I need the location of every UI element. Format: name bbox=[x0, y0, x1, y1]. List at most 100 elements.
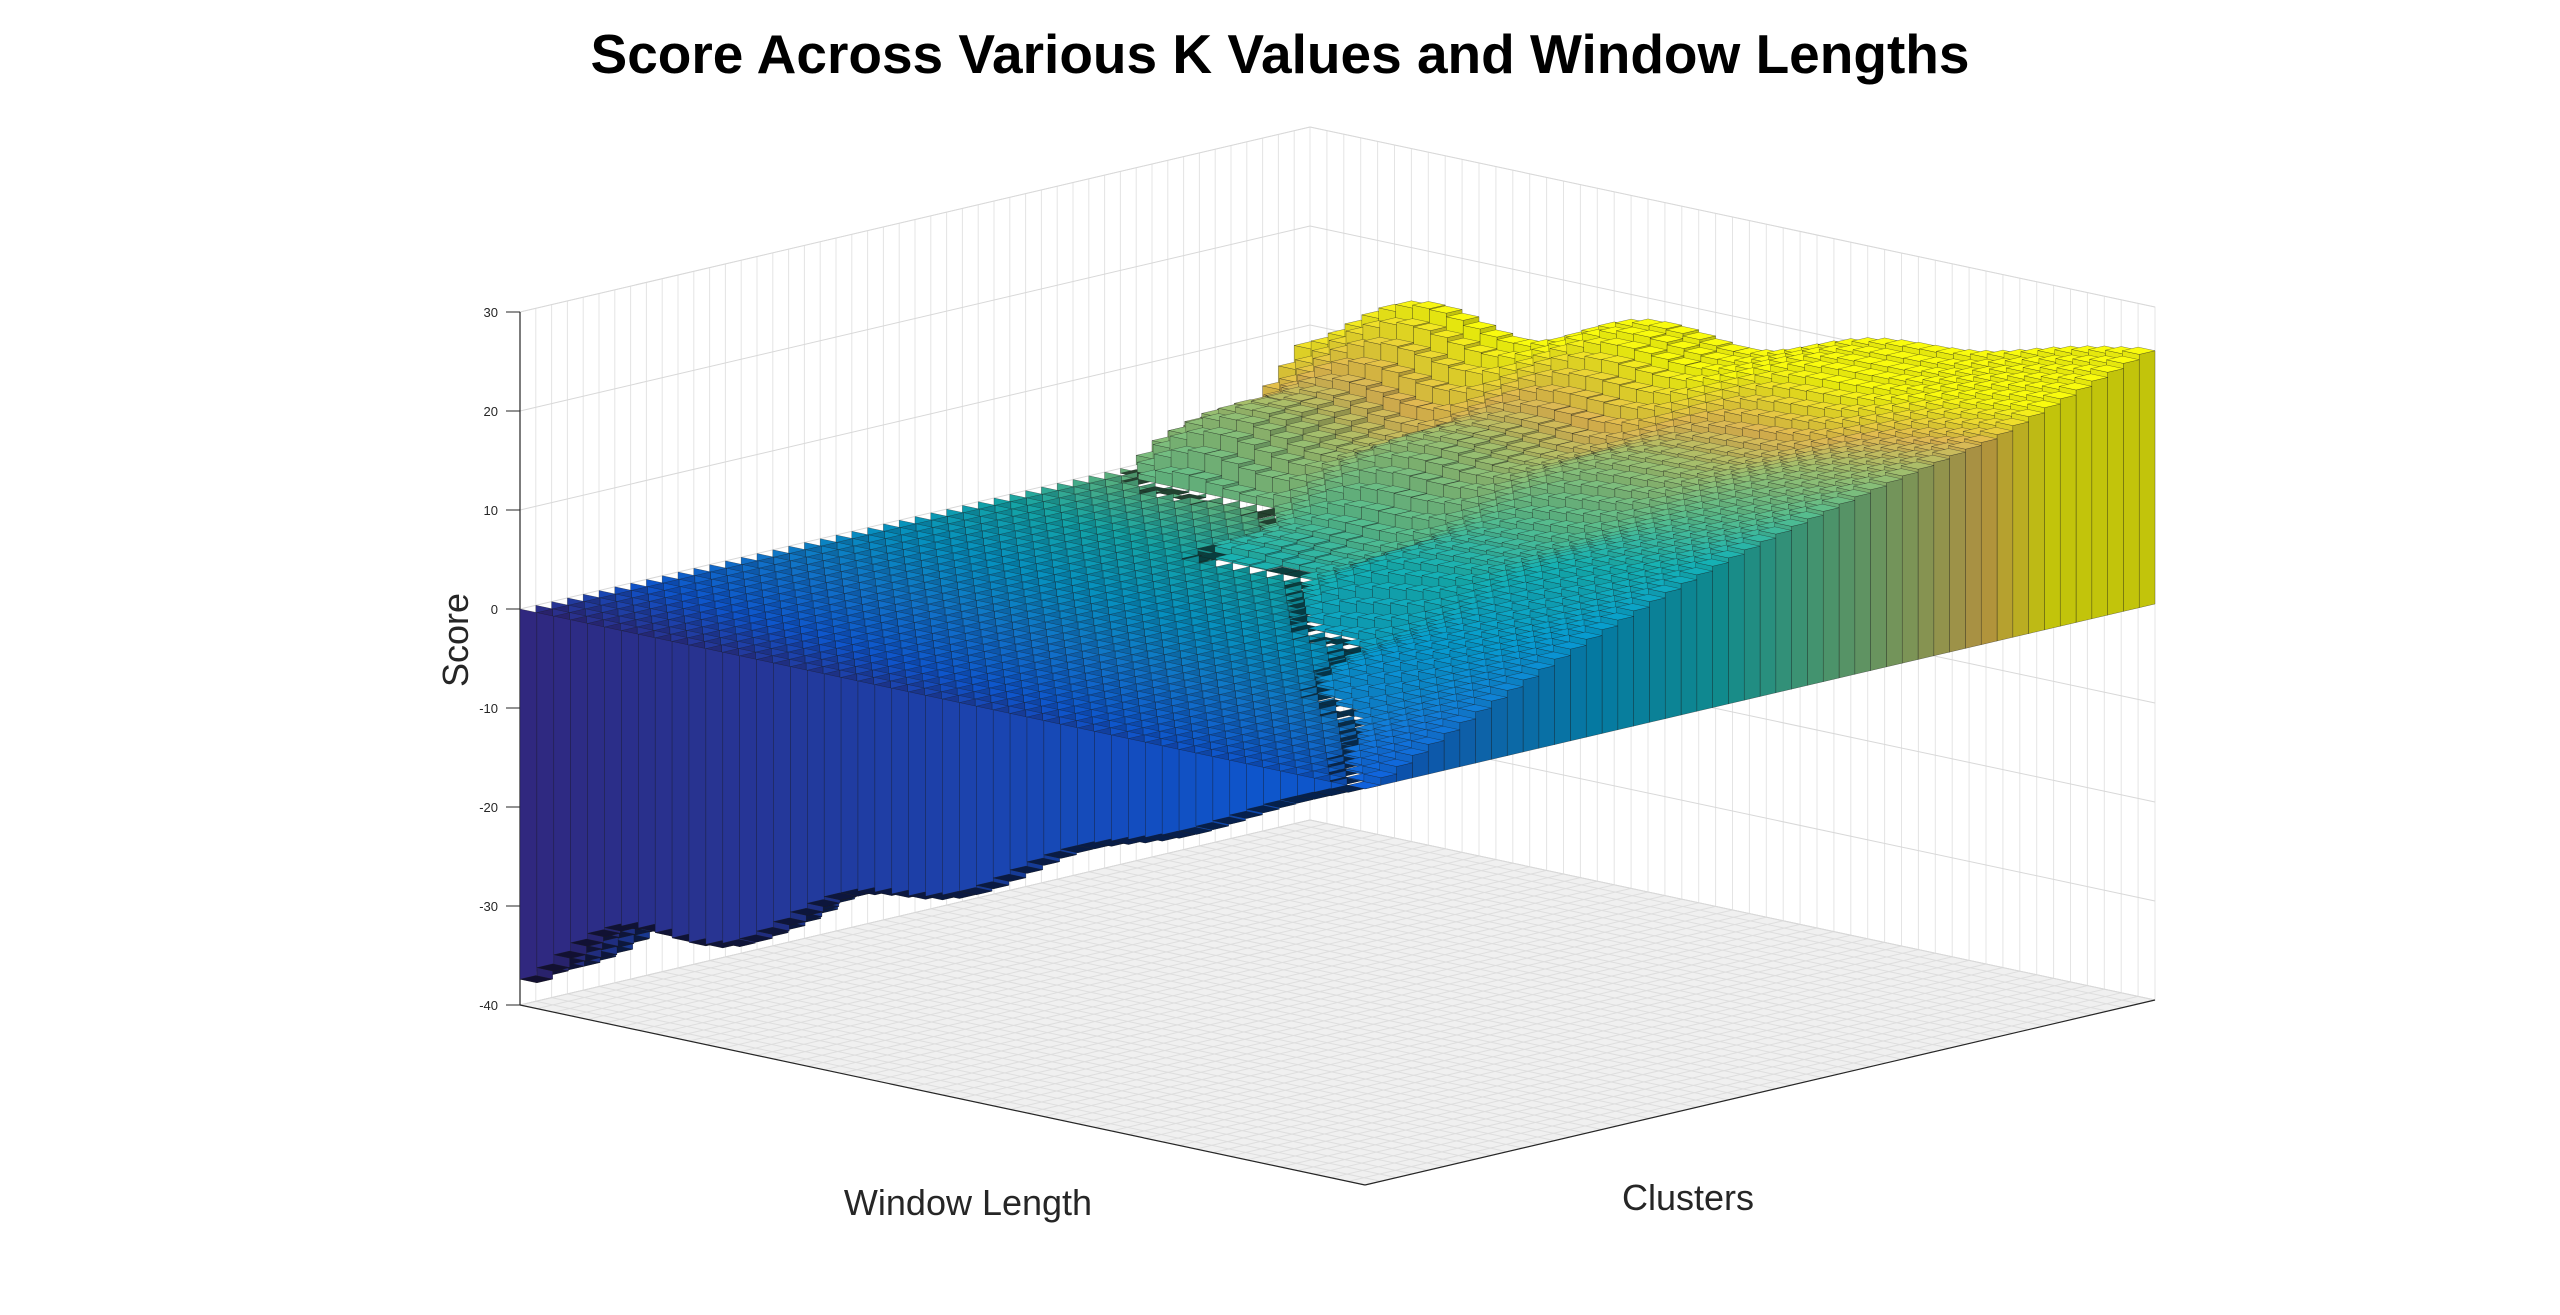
bar bbox=[1236, 415, 1270, 424]
grid-line bbox=[519, 225, 1311, 412]
grid-line bbox=[1246, 834, 2092, 1016]
bar bbox=[1334, 413, 1368, 422]
bar bbox=[1221, 456, 1255, 465]
grid-line bbox=[993, 893, 1840, 1075]
bar bbox=[1381, 365, 1415, 374]
bar bbox=[1316, 387, 1350, 396]
bar bbox=[1205, 478, 1239, 486]
bar bbox=[1649, 321, 1682, 330]
bar bbox=[1204, 449, 1238, 458]
grid-line bbox=[946, 904, 1792, 1086]
bar bbox=[1156, 488, 1190, 497]
bar bbox=[1304, 446, 1337, 455]
z-tick-label: -10 bbox=[479, 701, 498, 716]
grid-line bbox=[1309, 126, 2156, 308]
grid-line bbox=[1041, 882, 1887, 1064]
z-tick-label: -30 bbox=[479, 899, 498, 914]
bar bbox=[1480, 329, 1513, 338]
bar bbox=[1365, 359, 1398, 368]
grid-line bbox=[1120, 863, 1966, 1045]
bar-face bbox=[604, 626, 622, 932]
bar bbox=[1286, 421, 1319, 429]
bar bbox=[1238, 463, 1272, 472]
bar bbox=[1332, 374, 1366, 383]
grid-line bbox=[519, 819, 1311, 1006]
grid-line bbox=[804, 937, 1650, 1119]
bar bbox=[1301, 413, 1335, 421]
bar bbox=[1414, 350, 1448, 359]
bar-face bbox=[2059, 394, 2077, 627]
bar bbox=[1269, 412, 1302, 421]
bar bbox=[1284, 404, 1318, 413]
grid-line bbox=[867, 923, 1713, 1105]
bar bbox=[1319, 438, 1353, 447]
bar bbox=[1397, 343, 1431, 352]
bar-face bbox=[587, 623, 605, 938]
grid-line bbox=[1151, 856, 1998, 1038]
grid-line bbox=[835, 930, 1682, 1112]
bar bbox=[1254, 445, 1288, 454]
grid-line bbox=[1057, 878, 1903, 1060]
z-tick-label: 30 bbox=[484, 305, 498, 320]
grid-line bbox=[1262, 830, 2108, 1012]
bar-face bbox=[638, 633, 656, 932]
grid-line bbox=[820, 934, 1666, 1116]
bar bbox=[1172, 467, 1205, 476]
grid-line bbox=[1088, 871, 1934, 1053]
grid-line bbox=[962, 900, 1808, 1082]
x-axis-line bbox=[519, 1004, 1366, 1186]
bar bbox=[1650, 334, 1683, 343]
grid-line bbox=[1104, 867, 1950, 1049]
grid-line bbox=[551, 997, 1397, 1179]
bar bbox=[1252, 405, 1286, 414]
bar bbox=[1351, 421, 1385, 430]
grid-line bbox=[630, 978, 1476, 1160]
z-tick-label: 20 bbox=[484, 404, 498, 419]
bars-layer bbox=[519, 300, 2156, 984]
grid-line bbox=[788, 941, 1634, 1123]
bar bbox=[1189, 471, 1222, 480]
bar-face bbox=[621, 630, 639, 930]
bar-face bbox=[553, 615, 571, 959]
grid-line bbox=[535, 1000, 1381, 1182]
grid-line bbox=[677, 967, 1524, 1149]
bar bbox=[1415, 378, 1449, 387]
grid-line bbox=[567, 993, 1413, 1175]
z-tick-label: -40 bbox=[479, 998, 498, 1013]
z-tick-label: 10 bbox=[484, 503, 498, 518]
grid-line bbox=[1215, 841, 2061, 1023]
bar bbox=[1302, 430, 1336, 439]
bar-face bbox=[2138, 350, 2156, 609]
grid-line bbox=[1136, 860, 1982, 1042]
bar-face bbox=[570, 619, 588, 947]
grid-line bbox=[1167, 852, 2013, 1034]
grid-line bbox=[519, 324, 1311, 511]
bar bbox=[1617, 341, 1651, 349]
bar bbox=[1333, 393, 1367, 402]
bar bbox=[1222, 484, 1256, 493]
grid-line bbox=[899, 915, 1745, 1097]
grid-line bbox=[914, 912, 1761, 1093]
bar bbox=[1283, 393, 1317, 402]
bar bbox=[1366, 385, 1399, 393]
grid-line bbox=[930, 908, 1776, 1090]
chart-title: Score Across Various K Values and Window… bbox=[590, 23, 1970, 85]
bar bbox=[1318, 422, 1352, 431]
grid-line bbox=[1309, 819, 2156, 1001]
grid-line bbox=[1183, 849, 2029, 1031]
bar-face bbox=[2075, 385, 2093, 623]
bar bbox=[1413, 323, 1447, 331]
bar bbox=[1399, 398, 1433, 407]
bar bbox=[1383, 392, 1416, 401]
bar bbox=[1271, 452, 1305, 461]
bar bbox=[1287, 439, 1320, 448]
z-tick-label: 0 bbox=[491, 602, 498, 617]
bar-face bbox=[536, 612, 555, 972]
bar bbox=[1633, 329, 1667, 338]
bar-face bbox=[2123, 359, 2140, 612]
grid-line bbox=[662, 971, 1508, 1153]
bar bbox=[1665, 325, 1699, 334]
grid-line bbox=[1230, 838, 2077, 1019]
bar bbox=[1464, 344, 1498, 353]
